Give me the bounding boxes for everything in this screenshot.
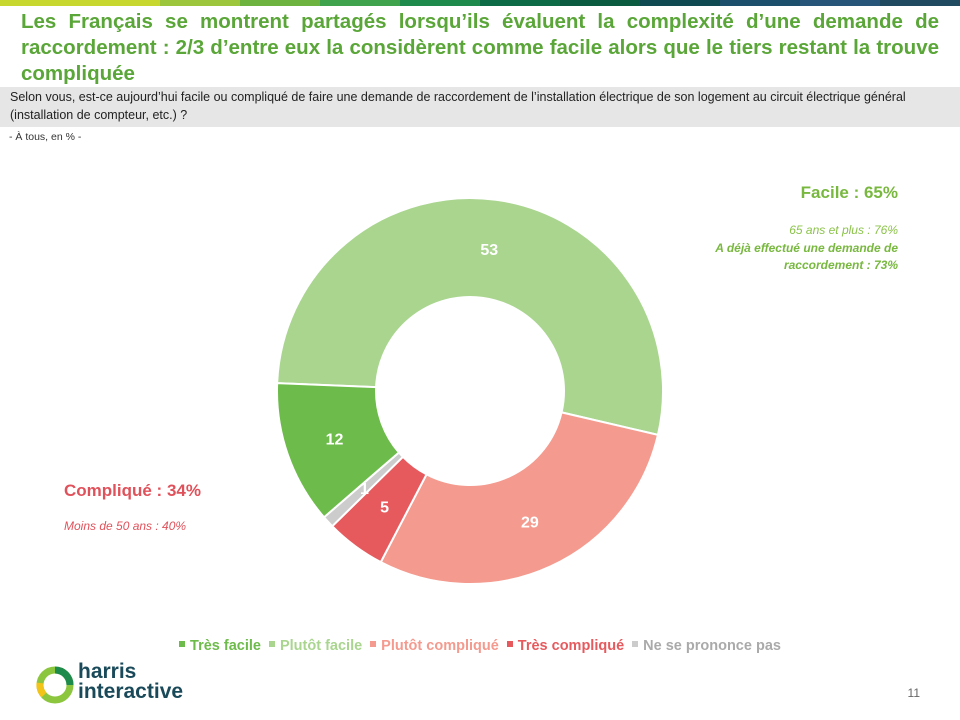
top-bar-segment	[0, 0, 80, 6]
top-color-bar	[0, 0, 960, 6]
donut-value-label: 1	[360, 481, 369, 498]
top-bar-segment	[560, 0, 640, 6]
legend-item: Plutôt compliqué	[370, 638, 499, 654]
donut-slice-1	[276, 197, 664, 437]
donut-slice-2	[379, 411, 660, 585]
legend-swatch	[506, 641, 513, 648]
legend-item: Plutôt facile	[268, 638, 363, 654]
complique-sub-moins50: Moins de 50 ans : 40%	[64, 519, 187, 533]
top-bar-segment	[640, 0, 720, 6]
logo-line1: harris	[78, 660, 137, 683]
legend-item: Très compliqué	[506, 638, 625, 654]
top-bar-segment	[160, 0, 240, 6]
top-bar-segment	[320, 0, 400, 6]
donut-value-label: 5	[380, 499, 389, 516]
legend-item: Ne se prononce pas	[632, 638, 781, 654]
top-bar-segment	[480, 0, 560, 6]
question-banner: Selon vous, est-ce aujourd’hui facile ou…	[0, 87, 960, 127]
logo-text: harris interactive	[78, 660, 184, 703]
legend-item: Très facile	[179, 638, 261, 654]
complique-total: Compliqué : 34%	[64, 481, 201, 500]
donut-value-label: 53	[480, 242, 498, 259]
legend-swatch	[179, 641, 186, 648]
legend-label: Ne se prononce pas	[643, 638, 781, 654]
harris-ring-logo-icon	[36, 666, 74, 704]
facile-total: Facile : 65%	[800, 183, 898, 202]
complique-annotation: Compliqué : 34% Moins de 50 ans : 40%	[64, 481, 201, 533]
legend-swatch	[370, 641, 377, 648]
chart-legend: Très facile Plutôt facile Plutôt compliqué…	[0, 638, 960, 654]
page-title: Les Français se montrent partagés lorsqu…	[21, 10, 939, 85]
top-bar-segment	[720, 0, 800, 6]
top-bar-segment	[800, 0, 880, 6]
page-number: 11	[907, 686, 920, 700]
logo-line2: interactive	[78, 680, 184, 703]
question-text: Selon vous, est-ce aujourd’hui facile ou…	[10, 90, 906, 122]
facile-annotation: Facile : 65% 65 ans et plus : 76% A déjà…	[715, 183, 898, 274]
top-bar-segment	[400, 0, 480, 6]
top-bar-segment	[80, 0, 160, 6]
top-bar-segment	[880, 0, 960, 6]
legend-label: Très compliqué	[517, 638, 625, 654]
legend-swatch	[268, 641, 275, 648]
base-note: - À tous, en % -	[9, 131, 82, 143]
legend-swatch	[632, 641, 639, 648]
facile-sub-65plus: 65 ans et plus : 76%	[789, 223, 898, 237]
facile-sub-deja: A déjà effectué une demande de raccordeme…	[715, 241, 898, 272]
donut-slice-0	[276, 382, 401, 519]
legend-label: Plutôt compliqué	[381, 638, 499, 654]
legend-label: Plutôt facile	[279, 638, 363, 654]
donut-value-label: 12	[326, 431, 344, 448]
harris-logo: harris interactive	[34, 660, 194, 711]
legend-label: Très facile	[190, 638, 261, 654]
donut-value-label: 29	[521, 514, 539, 531]
top-bar-segment	[240, 0, 320, 6]
